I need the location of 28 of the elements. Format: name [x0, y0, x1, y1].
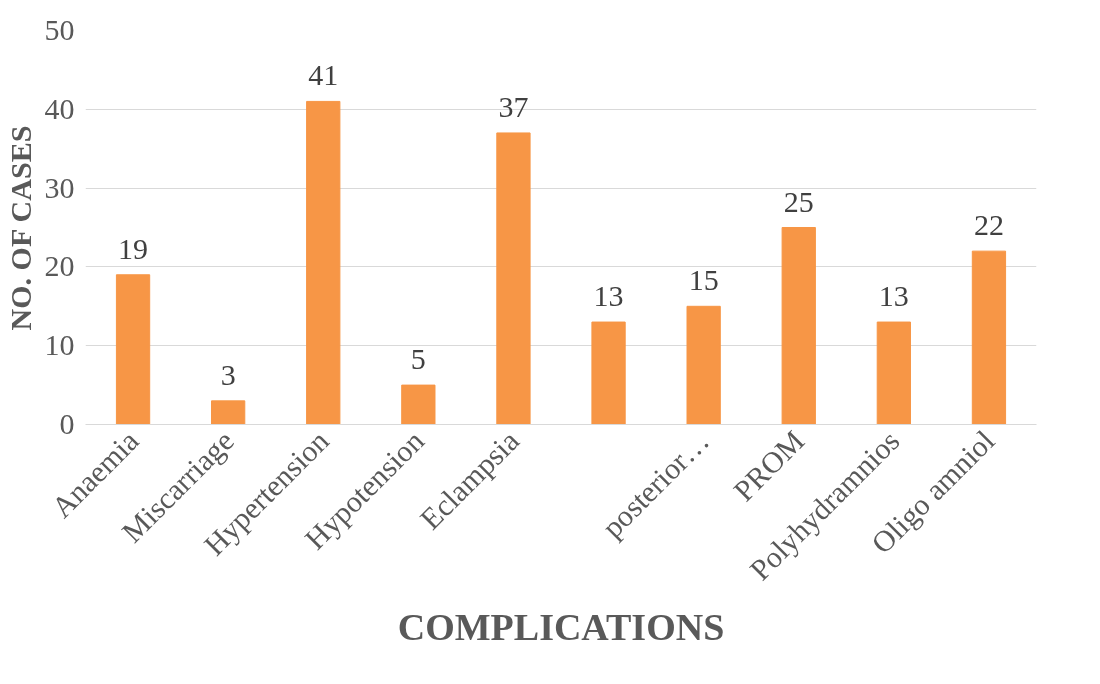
bar [781, 227, 816, 425]
data-label: 13 [878, 279, 909, 313]
y-tick-label: 30 [44, 170, 75, 204]
bar [211, 400, 246, 425]
y-tick-label: 20 [44, 249, 75, 283]
data-label: 13 [593, 279, 624, 313]
y-tick-label: 0 [59, 407, 75, 440]
bar [686, 305, 721, 425]
data-label: 41 [308, 58, 339, 92]
bar [496, 132, 531, 425]
y-tick-label: 10 [44, 328, 75, 362]
bar [971, 250, 1007, 425]
y-tick-label: 40 [44, 91, 75, 125]
data-label: 19 [118, 231, 149, 265]
data-label: 37 [498, 89, 529, 123]
bar [876, 321, 911, 425]
bar [591, 321, 626, 425]
bar [401, 384, 436, 425]
x-axis-title: COMPLICATIONS [397, 605, 725, 648]
bar [306, 100, 341, 425]
data-label: 3 [220, 357, 236, 391]
data-label: 25 [783, 184, 814, 218]
data-label: 22 [973, 208, 1004, 242]
data-label: 5 [410, 342, 426, 376]
y-axis-title: NO. OF CASES [3, 125, 37, 331]
y-tick-label: 50 [44, 13, 75, 46]
data-label: 15 [688, 263, 719, 297]
bar [115, 274, 151, 425]
